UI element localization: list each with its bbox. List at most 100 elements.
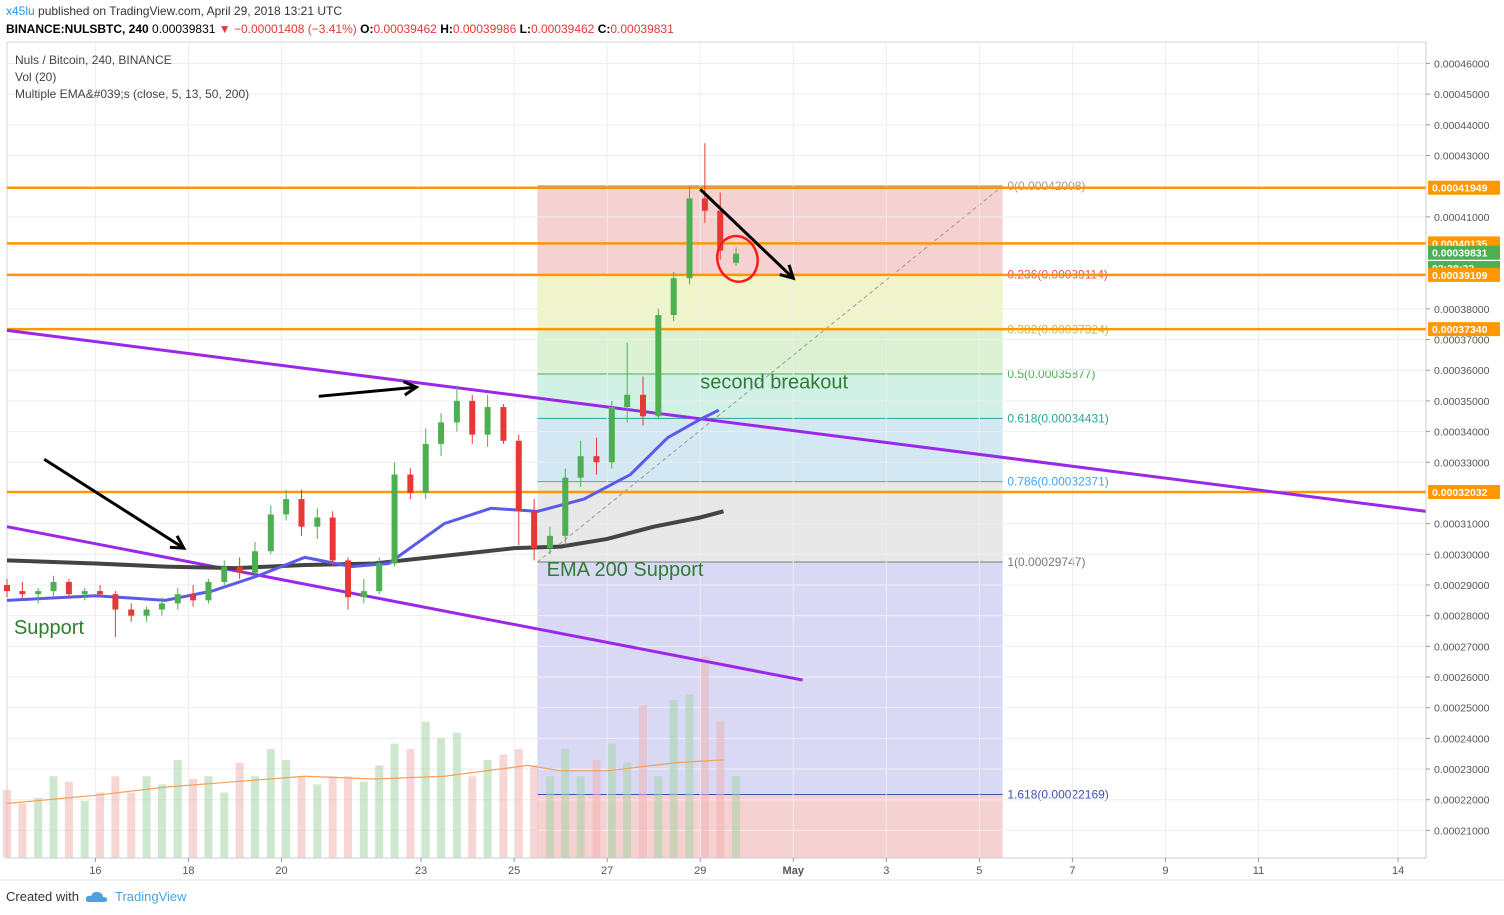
volume-bar <box>189 778 198 858</box>
volume-bar <box>592 759 601 858</box>
price-label-badge[interactable] <box>1428 322 1500 337</box>
footer: Created with TradingView <box>6 889 187 904</box>
candle-body[interactable] <box>345 560 352 598</box>
volume-bar <box>561 749 570 858</box>
candle-body[interactable] <box>205 581 212 601</box>
candle-body[interactable] <box>35 591 42 595</box>
time-tick-label: 11 <box>1253 865 1264 877</box>
candle-body[interactable] <box>624 394 631 408</box>
candle-body[interactable] <box>608 407 615 463</box>
price-tick-label: 0.00045000 <box>1434 89 1490 101</box>
candle-body[interactable] <box>531 511 538 549</box>
volume-bar <box>142 776 151 858</box>
price-axis[interactable] <box>1426 42 1504 858</box>
volume-bar <box>669 699 678 858</box>
candle-body[interactable] <box>50 581 57 592</box>
arrow-first-breakout[interactable] <box>318 385 417 398</box>
candle-body[interactable] <box>314 517 321 527</box>
candle-body[interactable] <box>686 198 693 279</box>
highlight-circle[interactable] <box>712 231 763 286</box>
candle-body[interactable] <box>593 456 600 463</box>
symbol-line: BINANCE:NULSBTC, 240 0.00039831 ▼ −0.000… <box>6 22 674 36</box>
candle-body[interactable] <box>329 517 336 561</box>
candle-body[interactable] <box>19 591 26 595</box>
open-value: 0.00039462 <box>373 22 437 36</box>
candle-body[interactable] <box>4 584 10 592</box>
volume-bar <box>34 798 43 858</box>
candle-body[interactable] <box>143 609 150 616</box>
price-tick-label: 0.00026000 <box>1434 672 1490 684</box>
price-tick-label: 0.00046000 <box>1434 58 1490 70</box>
price-label-badge[interactable] <box>1428 267 1500 282</box>
candle-body[interactable] <box>174 594 181 604</box>
legend-volume: Vol (20) <box>15 70 57 84</box>
price-tick-label: 0.00034000 <box>1434 427 1490 439</box>
fib-zone <box>537 374 1003 419</box>
candle-body[interactable] <box>422 443 429 493</box>
candle-body[interactable] <box>469 400 476 435</box>
candle-body[interactable] <box>81 591 88 595</box>
fib-level-label: 0.786(0.00032371) <box>1007 475 1108 489</box>
candle-body[interactable] <box>453 400 460 423</box>
author-link[interactable]: x45lu <box>6 4 35 18</box>
candle-body[interactable] <box>298 499 305 527</box>
price-label-badge[interactable] <box>1428 180 1500 195</box>
candle-body[interactable] <box>283 499 290 515</box>
volume-bar <box>576 776 585 858</box>
volume-bar <box>452 732 461 858</box>
candle-body[interactable] <box>438 422 445 444</box>
candle-body[interactable] <box>391 474 398 564</box>
volume-bar <box>390 743 399 858</box>
fib-level-label: 0.618(0.00034431) <box>1007 411 1108 425</box>
candle-body[interactable] <box>376 563 383 592</box>
candle-body[interactable] <box>701 198 708 211</box>
ema-50-line[interactable] <box>6 408 720 602</box>
candle-body[interactable] <box>158 603 165 610</box>
volume-bar <box>359 781 368 858</box>
time-tick-label: 9 <box>1162 865 1168 877</box>
candle-body[interactable] <box>484 407 491 435</box>
arrow-pullback[interactable] <box>699 188 795 280</box>
candle-body[interactable] <box>360 591 367 598</box>
candle-body[interactable] <box>97 591 104 595</box>
candle-body[interactable] <box>717 210 724 251</box>
volume-bar <box>514 749 523 858</box>
price-label-badge[interactable] <box>1428 245 1500 260</box>
lower-trend-line[interactable] <box>6 525 803 682</box>
candle-body[interactable] <box>577 456 584 478</box>
volume-bar <box>685 694 694 858</box>
candle-body[interactable] <box>267 514 274 552</box>
footer-brand[interactable]: TradingView <box>114 889 187 904</box>
volume-bar <box>328 776 337 858</box>
price-tick-label: 0.00038000 <box>1434 304 1490 316</box>
candle-body[interactable] <box>221 566 228 582</box>
candle-body[interactable] <box>112 594 119 610</box>
volume-bar <box>266 749 275 858</box>
candle-body[interactable] <box>128 609 135 616</box>
price-tick-label: 0.00025000 <box>1434 703 1490 715</box>
candle-body[interactable] <box>546 535 553 549</box>
candle-body[interactable] <box>639 394 646 417</box>
candle-body[interactable] <box>65 581 72 595</box>
volume-bar <box>220 792 229 858</box>
volume-bar <box>80 800 89 858</box>
candle-body[interactable] <box>251 551 258 573</box>
candle-body[interactable] <box>407 474 414 493</box>
candle-body[interactable] <box>733 253 740 263</box>
candle-body[interactable] <box>236 566 243 573</box>
arrow-support[interactable] <box>43 457 185 550</box>
candle-body[interactable] <box>670 278 677 316</box>
tradingview-cloud-icon <box>85 891 108 902</box>
candle-body[interactable] <box>655 315 662 417</box>
candle-body[interactable] <box>500 407 507 441</box>
price-tick-label: 0.00031000 <box>1434 519 1490 531</box>
arrow-first-breakout-head <box>402 380 420 397</box>
price-label-badge[interactable] <box>1428 484 1500 499</box>
candle-body[interactable] <box>562 477 569 536</box>
candle-body[interactable] <box>190 594 197 601</box>
ema-200-line[interactable] <box>6 509 724 571</box>
volume-bar <box>406 749 415 858</box>
upper-trend-line[interactable] <box>6 328 1427 513</box>
candle-body[interactable] <box>515 440 522 512</box>
